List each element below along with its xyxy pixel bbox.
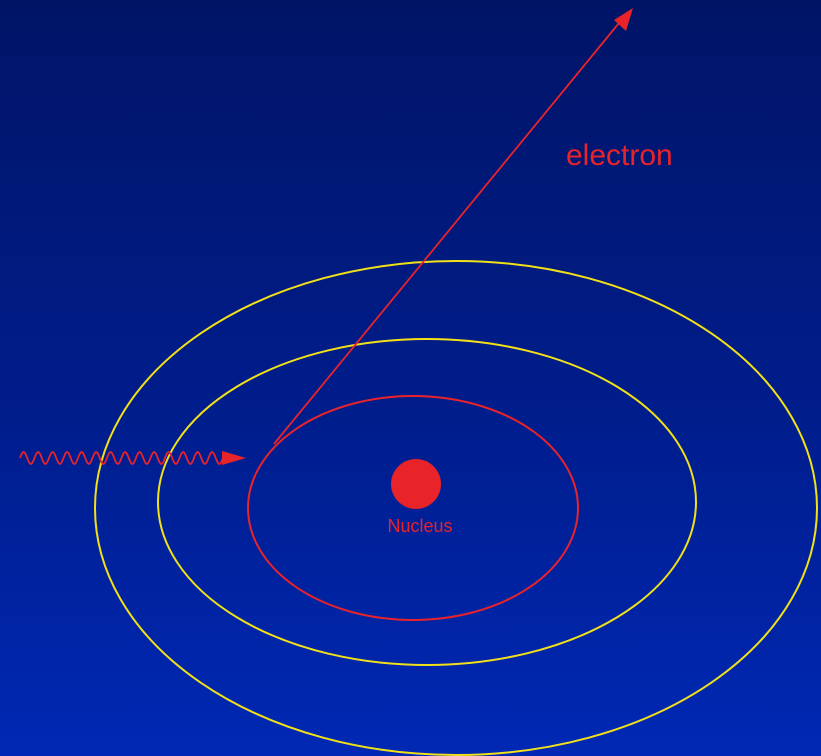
- ejected-electron-path: [273, 11, 629, 445]
- nucleus-label: Nucleus: [387, 516, 452, 536]
- photon-arrowhead: [222, 451, 246, 465]
- incoming-photon-wave: [19, 450, 225, 466]
- nucleus: [391, 459, 441, 509]
- middle-electron-shell: [157, 338, 697, 666]
- electron-arrowhead: [614, 8, 633, 31]
- inner-electron-shell: [247, 395, 579, 621]
- electron-label: electron: [566, 139, 673, 172]
- outer-electron-shell: [94, 260, 818, 756]
